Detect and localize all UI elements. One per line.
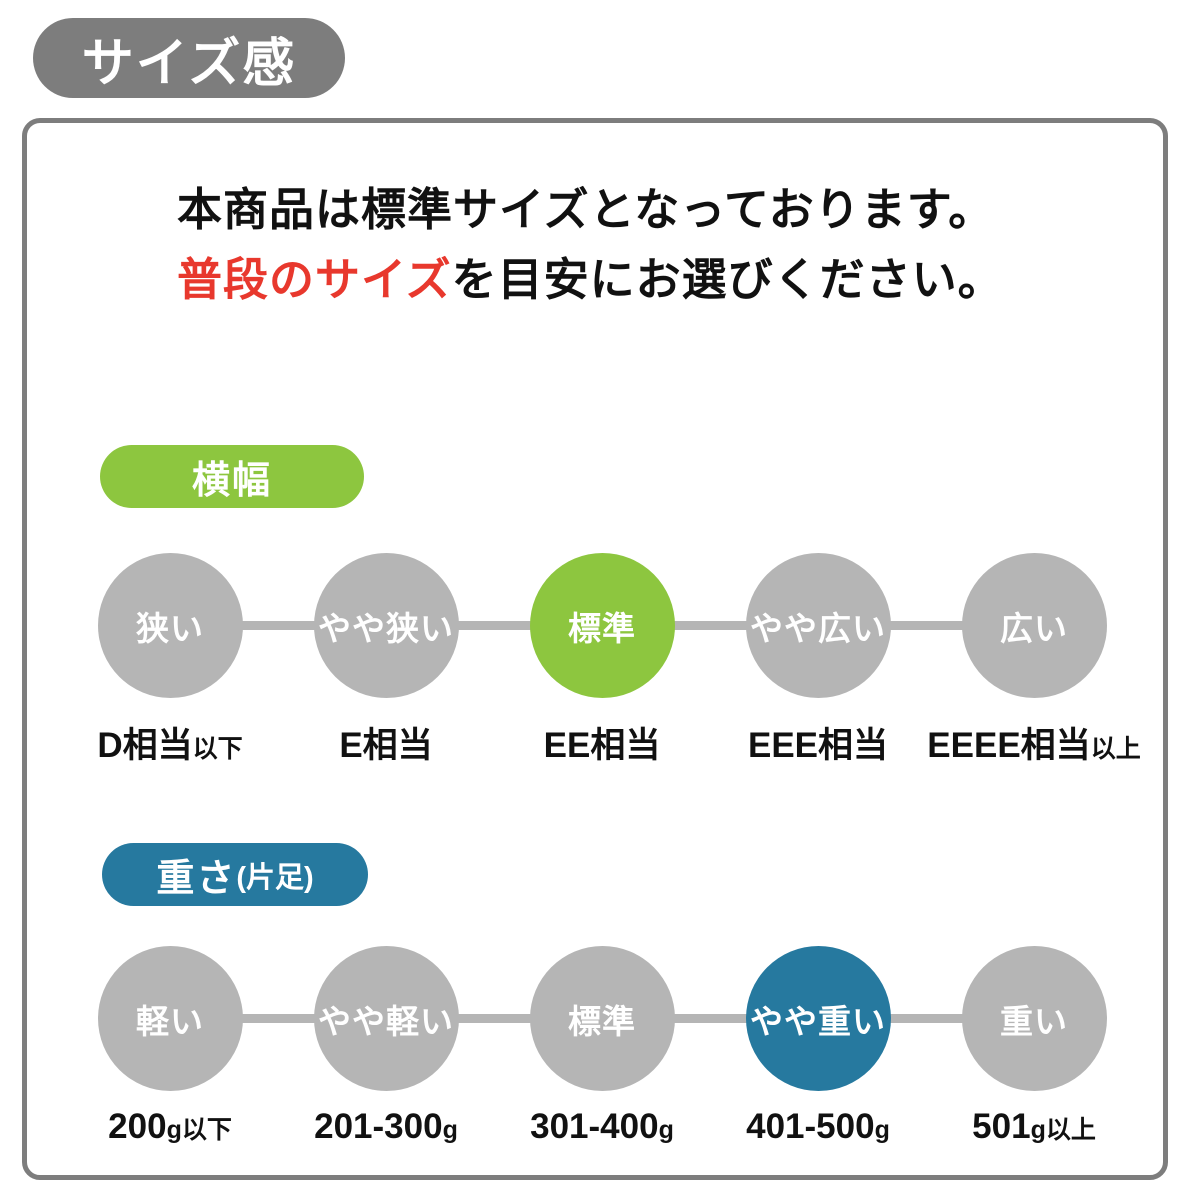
weight-sublabel-main: 201-300 (314, 1107, 443, 1146)
weight-scale-item: 標準 (494, 946, 710, 1091)
width-circle-narrow: 狭い (97, 553, 243, 698)
width-sublabel-row: D相当 以下 E相当 EE相当 EEE相当 EEEE相当 以上 (62, 717, 1142, 769)
weight-sublabel-main: 501 (972, 1107, 1031, 1146)
intro-line2-rest: を目安にお選びください。 (451, 254, 1004, 305)
width-sublabel: E相当 (278, 717, 494, 769)
width-scale-item: やや狭い (278, 553, 494, 698)
weight-badge-label: 重さ (156, 858, 237, 900)
width-circle-slightly-narrow: やや狭い (313, 553, 459, 698)
intro-line2-highlight: 普段のサイズ (177, 254, 452, 305)
weight-scale-item: やや軽い (278, 946, 494, 1091)
weight-scale-row: 軽い やや軽い 標準 やや重い 重い (62, 946, 1142, 1091)
weight-sublabel-row: 200 g以下 201-300 g 301-400 g 401-500 g 501 g以上 (62, 1107, 1142, 1159)
weight-sublabel-main: 301-400 (530, 1107, 659, 1146)
width-sublabel: D相当 以下 (62, 717, 278, 769)
size-guide-title-label: サイズ感 (81, 34, 297, 93)
weight-sublabel-suffix: g (442, 1116, 458, 1144)
width-sublabel-main: EEEE相当 (927, 726, 1091, 765)
weight-scale-item: 軽い (62, 946, 278, 1091)
intro-line2: 普段のサイズを目安にお選びください。 (177, 245, 1004, 315)
width-scale-item: 標準 (494, 553, 710, 698)
width-section-badge: 横幅 (100, 445, 364, 508)
weight-sublabel-main: 200 (108, 1107, 167, 1146)
size-guide-panel: 本商品は標準サイズとなっております。 普段のサイズを目安にお選びください。 横幅… (22, 118, 1168, 1180)
weight-scale-item: 重い (926, 946, 1142, 1091)
weight-sublabel: 501 g以上 (926, 1107, 1142, 1159)
width-sublabel-main: E相当 (339, 726, 433, 765)
weight-circle-slightly-light: やや軽い (313, 946, 459, 1091)
width-sublabel-suffix: 以上 (1090, 735, 1141, 763)
width-sublabel-main: EE相当 (543, 726, 661, 765)
weight-sublabel: 201-300 g (278, 1107, 494, 1159)
width-scale-item: 狭い (62, 553, 278, 698)
weight-circle-standard: 標準 (529, 946, 675, 1091)
intro-line1: 本商品は標準サイズとなっております。 (177, 184, 995, 235)
width-sublabel: EEE相当 (710, 717, 926, 769)
weight-circle-light: 軽い (97, 946, 243, 1091)
width-sublabel: EE相当 (494, 717, 710, 769)
width-sublabel: EEEE相当 以上 (926, 717, 1142, 769)
width-scale-item: 広い (926, 553, 1142, 698)
weight-sublabel: 200 g以下 (62, 1107, 278, 1159)
width-circle-wide: 広い (961, 553, 1107, 698)
weight-circle-heavy: 重い (961, 946, 1107, 1091)
weight-section-badge: 重さ (片足) (102, 843, 368, 906)
weight-sublabel-suffix: g以下 (166, 1116, 232, 1144)
width-circle-slightly-wide: やや広い (745, 553, 891, 698)
width-scale-row: 狭い やや狭い 標準 やや広い 広い (62, 553, 1142, 698)
width-sublabel-suffix: 以下 (192, 735, 243, 763)
width-sublabel-main: D相当 (97, 726, 193, 765)
width-circle-standard-active: 標準 (529, 553, 675, 698)
weight-sublabel-suffix: g (874, 1116, 890, 1144)
weight-sublabel: 301-400 g (494, 1107, 710, 1159)
width-badge-label: 横幅 (191, 460, 272, 502)
weight-scale-item: やや重い (710, 946, 926, 1091)
width-scale-item: やや広い (710, 553, 926, 698)
width-sublabel-main: EEE相当 (747, 726, 889, 765)
size-guide-title-badge: サイズ感 (33, 18, 345, 98)
intro-text: 本商品は標準サイズとなっております。 普段のサイズを目安にお選びください。 (177, 175, 1004, 315)
weight-sublabel-main: 401-500 (746, 1107, 875, 1146)
weight-sublabel: 401-500 g (710, 1107, 926, 1159)
weight-sublabel-suffix: g (658, 1116, 674, 1144)
weight-badge-suffix: (片足) (236, 861, 314, 894)
weight-sublabel-suffix: g以上 (1030, 1116, 1096, 1144)
weight-circle-slightly-heavy-active: やや重い (745, 946, 891, 1091)
